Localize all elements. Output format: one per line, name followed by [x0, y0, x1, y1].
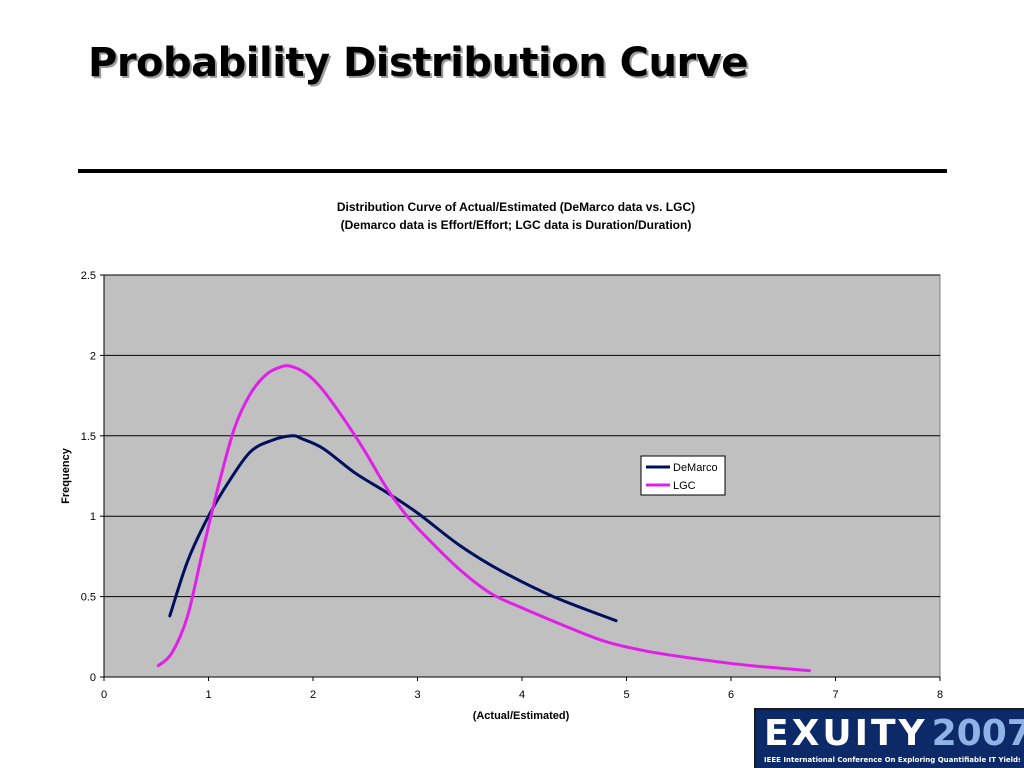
chart-title: Distribution Curve of Actual/Estimated (…: [337, 200, 695, 214]
axes: [100, 274, 941, 681]
x-tick-label: 3: [414, 689, 420, 701]
title-rule: [78, 169, 947, 173]
y-tick-labels: 0 0.5 1 1.5 2 2.5: [81, 270, 96, 684]
logo-subtitle: IEEE International Conference On Explori…: [764, 756, 1020, 764]
x-tick-label: 8: [937, 689, 943, 701]
y-tick-label: 1: [90, 511, 96, 523]
x-tick-label: 2: [310, 689, 316, 701]
x-tick-labels: 0 1 2 3 4 5 6 7 8: [101, 689, 943, 701]
y-tick-label: 0.5: [81, 592, 96, 604]
plot-area: [103, 274, 941, 678]
chart-subtitle: (Demarco data is Effort/Effort; LGC data…: [341, 218, 692, 232]
grid-lines: [104, 274, 940, 598]
x-tick-label: 4: [519, 689, 525, 701]
y-tick-label: 2.5: [81, 270, 96, 282]
logo-wordmark: EXUITY 2007: [764, 714, 1024, 754]
x-tick-label: 0: [101, 689, 107, 701]
y-tick-label: 2: [90, 350, 96, 362]
logo-wordmark-text: EXUITY: [764, 713, 928, 754]
series-lines: [156, 364, 811, 673]
y-tick-label: 1.5: [81, 431, 96, 443]
logo-year: 2007: [931, 713, 1024, 754]
y-axis-label: Frequency: [60, 447, 72, 504]
legend: DeMarco LGC: [640, 455, 726, 496]
legend-box: [640, 455, 726, 496]
x-tick-label: 7: [832, 689, 838, 701]
x-tick-label: 5: [623, 689, 629, 701]
exuity-logo: EXUITY 2007 IEEE International Conference…: [754, 708, 1024, 768]
slide-title: Probability Distribution Curve: [88, 40, 748, 86]
y-tick-label: 0: [90, 672, 96, 684]
series-line-demarco: [168, 434, 618, 623]
x-tick-label: 1: [205, 689, 211, 701]
series-line-lgc: [156, 364, 811, 673]
legend-label-demarco: DeMarco: [673, 462, 718, 474]
x-axis-label: (Actual/Estimated): [473, 710, 570, 722]
legend-label-lgc: LGC: [673, 480, 696, 492]
x-tick-label: 6: [728, 689, 734, 701]
